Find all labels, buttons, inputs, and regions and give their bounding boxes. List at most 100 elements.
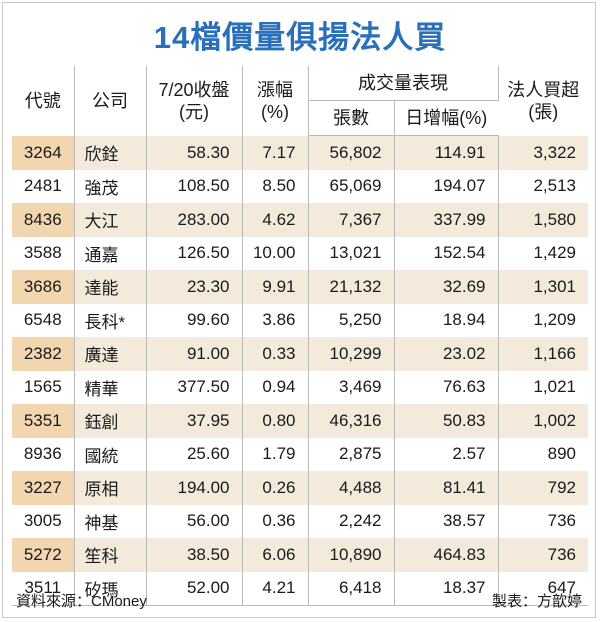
header-volume-lots: 張數 xyxy=(308,100,395,136)
cell-lots: 6,418 xyxy=(308,571,395,606)
cell-lots: 56,802 xyxy=(308,135,395,170)
cell-increase: 76.63 xyxy=(394,370,499,404)
cell-net-buy: 647 xyxy=(498,571,588,606)
table-row: 3588 通嘉 126.50 10.00 13,021 152.54 1,429 xyxy=(12,236,588,270)
cell-increase: 50.83 xyxy=(394,404,499,438)
source-note: 資料來源：CMoney xyxy=(16,593,147,610)
header-close-line2: (元) xyxy=(179,101,209,122)
cell-increase: 152.54 xyxy=(394,236,499,270)
cell-lots: 10,890 xyxy=(308,538,395,572)
cell-code: 3686 xyxy=(12,270,75,304)
cell-lots: 13,021 xyxy=(308,236,395,270)
cell-company: 達能 xyxy=(74,270,147,304)
cell-change: 10.00 xyxy=(242,236,309,270)
cell-code: 3005 xyxy=(12,504,75,538)
cell-close: 108.50 xyxy=(146,169,243,203)
cell-net-buy: 1,580 xyxy=(498,203,588,237)
header-net-buy: 法人買超 (張) xyxy=(498,66,588,136)
table-row: 3227 原相 194.00 0.26 4,488 81.41 792 xyxy=(12,471,588,505)
cell-net-buy: 736 xyxy=(547,511,576,531)
table-row: 8436 大江 283.00 4.62 7,367 337.99 1,580 xyxy=(12,203,588,237)
cell-company: 鈺創 xyxy=(74,404,147,438)
cell-code: 8436 xyxy=(12,203,75,237)
table-row: 3686 達能 23.30 9.91 21,132 32.69 1,301 xyxy=(12,270,588,304)
header-volume-group: 成交量表現 xyxy=(308,66,499,101)
cell-close: 377.50 xyxy=(146,370,243,404)
table-row: 3264 欣銓 58.30 7.17 56,802 114.91 3,322 xyxy=(12,135,588,170)
cell-change: 0.26 xyxy=(242,471,309,505)
cell-code: 5351 xyxy=(12,404,75,438)
cell-increase: 2.57 xyxy=(394,437,499,471)
cell-net-buy: 792 xyxy=(498,471,588,505)
cell-net-buy: 736 xyxy=(498,538,588,572)
cell-change: 0.80 xyxy=(242,404,309,438)
cell-increase: 114.91 xyxy=(394,135,499,170)
cell-close: 283.00 xyxy=(146,203,243,237)
cell-change: 0.94 xyxy=(242,370,309,404)
cell-company: 原相 xyxy=(74,471,147,505)
cell-company: 長科* xyxy=(74,303,147,337)
cell-code: 5272 xyxy=(12,538,75,572)
header-close-line1: 7/20收盤 xyxy=(158,79,230,100)
cell-company: 國統 xyxy=(74,437,147,471)
header-volume-increase: 日增幅(%) xyxy=(394,100,498,136)
cell-code: 3511 xyxy=(12,571,75,606)
cell-company: 矽瑪 xyxy=(74,571,147,606)
cell-lots: 3,469 xyxy=(308,370,395,404)
cell-increase: 23.02 xyxy=(394,337,499,371)
cell-net-buy: 1,429 xyxy=(533,243,576,263)
cell-net-buy: 2,513 xyxy=(533,176,576,196)
table-row: 6548 長科* 99.60 3.86 5,250 18.94 1,209 xyxy=(12,303,588,337)
cell-close: 194.00 xyxy=(146,471,243,505)
cell-net-buy: 1,166 xyxy=(498,337,588,371)
cell-change: 7.17 xyxy=(242,135,309,170)
table-row: 5351 鈺創 37.95 0.80 46,316 50.83 1,002 xyxy=(12,404,588,438)
cell-increase: 32.69 xyxy=(394,270,499,304)
table-row: 2382 廣達 91.00 0.33 10,299 23.02 1,166 xyxy=(12,337,588,371)
cell-increase: 194.07 xyxy=(394,169,499,203)
cell-close: 126.50 xyxy=(146,236,243,270)
cell-change: 0.33 xyxy=(242,337,309,371)
cell-net-buy: 890 xyxy=(547,444,576,464)
cell-close: 37.95 xyxy=(146,404,243,438)
page-title: 14檔價量俱揚法人買 xyxy=(153,20,447,55)
cell-lots: 2,242 xyxy=(308,504,395,538)
cell-company: 欣銓 xyxy=(74,135,147,170)
cell-code: 3264 xyxy=(12,135,75,170)
cell-increase: 18.37 xyxy=(394,571,499,606)
cell-code: 8936 xyxy=(12,437,75,471)
table-row: 3511 矽瑪 52.00 4.21 6,418 18.37 647 xyxy=(12,571,588,606)
cell-lots: 65,069 xyxy=(308,169,395,203)
cell-net-buy: 1,209 xyxy=(533,310,576,330)
cell-company: 通嘉 xyxy=(74,236,147,270)
cell-company: 強茂 xyxy=(74,169,147,203)
cell-increase: 464.83 xyxy=(394,538,499,572)
cell-code: 2481 xyxy=(12,169,75,203)
cell-lots: 21,132 xyxy=(308,270,395,304)
header-close: 7/20收盤 (元) xyxy=(146,66,243,136)
cell-change: 1.79 xyxy=(242,437,309,471)
cell-net-buy: 3,322 xyxy=(498,135,588,170)
cell-net-buy: 1,301 xyxy=(498,270,588,304)
cell-company: 精華 xyxy=(74,370,147,404)
cell-lots: 4,488 xyxy=(308,471,395,505)
cell-net-buy: 1,021 xyxy=(533,377,576,397)
header-net-buy-line2: (張) xyxy=(528,101,559,122)
cell-close: 58.30 xyxy=(146,135,243,170)
stock-table: 代號 公司 7/20收盤 (元) 漲幅 (%) 成交量表現 法人買超 (張) 張… xyxy=(12,66,588,606)
header-change: 漲幅 (%) xyxy=(242,66,309,136)
cell-increase: 18.94 xyxy=(394,303,499,337)
cell-change: 4.62 xyxy=(242,203,309,237)
cell-code: 1565 xyxy=(12,370,75,404)
cell-code: 3227 xyxy=(12,471,75,505)
table-row: 3005 神基 56.00 0.36 2,242 38.57 736 xyxy=(12,504,588,538)
cell-change: 3.86 xyxy=(242,303,309,337)
header-net-buy-line1: 法人買超 xyxy=(507,79,580,100)
cell-change: 8.50 xyxy=(242,169,309,203)
cell-close: 38.50 xyxy=(146,538,243,572)
cell-net-buy: 1,002 xyxy=(498,404,588,438)
header-change-line2: (%) xyxy=(261,101,289,122)
cell-change: 9.91 xyxy=(242,270,309,304)
cell-close: 25.60 xyxy=(146,437,243,471)
cell-code: 2382 xyxy=(12,337,75,371)
